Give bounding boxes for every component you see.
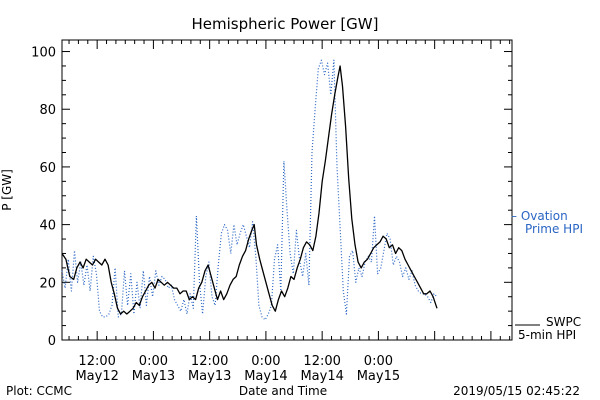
y-tick-label: 100 <box>31 46 56 61</box>
legend: – Ovation Prime HPI SWPC 5-min HPI <box>511 209 583 342</box>
x-tick-date-label: May13 <box>188 369 231 384</box>
footer-left: Plot: CCMC <box>6 384 72 398</box>
legend-ovation-line2: Prime HPI <box>525 222 583 236</box>
x-tick-time-label: 12:00 <box>78 354 115 369</box>
y-tick-label: 80 <box>39 103 56 118</box>
legend-swpc-line2: 5-min HPI <box>518 328 576 342</box>
y-tick-label: 20 <box>39 276 56 291</box>
y-tick-label: 60 <box>39 161 56 176</box>
x-tick-date-label: May13 <box>132 369 175 384</box>
y-axis: 0 20 40 60 80 100 <box>31 46 512 349</box>
chart-title: Hemispheric Power [GW] <box>192 15 379 33</box>
x-tick-time-label: 12:00 <box>303 354 340 369</box>
series-layer <box>61 59 438 321</box>
plot-area <box>61 39 513 341</box>
y-tick-label: 40 <box>39 219 56 234</box>
legend-swpc-line1: SWPC <box>546 315 581 329</box>
x-tick-date-label: May15 <box>357 369 400 384</box>
plot-frame <box>61 39 513 341</box>
x-tick-time-label: 0:00 <box>139 354 168 369</box>
y-axis-label: P [GW] <box>0 169 14 211</box>
x-axis-label: Date and Time <box>239 384 327 398</box>
x-tick-date-label: May12 <box>75 369 118 384</box>
x-tick-date-label: May14 <box>300 369 343 384</box>
y-tick-label: 0 <box>48 334 56 349</box>
legend-ovation-line1: – Ovation <box>511 209 568 223</box>
footer-right: 2019/05/15 02:45:22 <box>453 384 580 398</box>
x-tick-time-label: 0:00 <box>364 354 393 369</box>
x-tick-time-label: 12:00 <box>191 354 228 369</box>
x-axis: 12:00May120:00May1312:00May130:00May1412… <box>68 40 511 384</box>
x-tick-time-label: 0:00 <box>251 354 280 369</box>
series-swpc-line <box>61 65 438 315</box>
x-tick-date-label: May14 <box>244 369 287 384</box>
